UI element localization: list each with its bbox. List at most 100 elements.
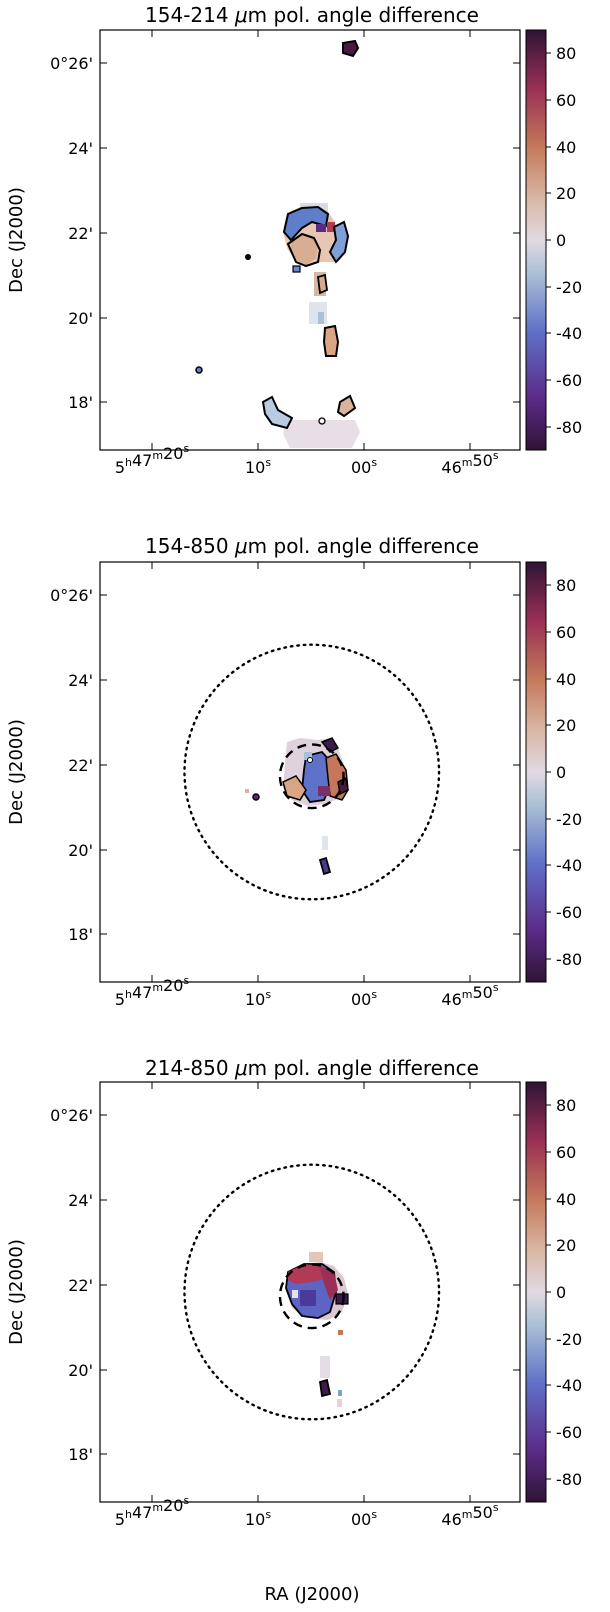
colorbar-tick-label: 80: [556, 44, 576, 63]
map-pixel: [245, 789, 249, 793]
dashed-region-circle: [278, 1263, 345, 1330]
emission-patch: [317, 273, 328, 295]
emission-patch: [320, 1266, 338, 1300]
x-tick-label: 10s: [245, 1508, 271, 1529]
y-tick-label: 0°26': [50, 1106, 93, 1125]
colorbar-tick-label: -60: [556, 371, 582, 390]
colorbar-tick-label: 0: [556, 231, 566, 250]
map-pixel: [292, 265, 301, 273]
heatmap-area: [195, 39, 360, 448]
x-tick-label: 00s: [351, 1508, 377, 1529]
axes-frame: [99, 1081, 521, 1503]
colorbar-tick-label: 40: [556, 670, 576, 689]
y-tick-labels: 0°26' 24' 22' 20' 18': [50, 54, 93, 412]
emission-patch: [322, 324, 340, 357]
axes-frame: [99, 29, 521, 451]
map-pixel: [309, 1252, 323, 1262]
map-pixel: [300, 1290, 316, 1306]
colorbar-tick-label: -40: [556, 1376, 582, 1395]
heatmap-area: [245, 737, 349, 876]
colorbar-tick-label: -20: [556, 278, 582, 297]
y-tick-label: 24': [68, 139, 93, 158]
colorbar-tick-label: -80: [556, 950, 582, 969]
colorbar-tick-label: -20: [556, 1330, 582, 1349]
map-pixel: [292, 1290, 298, 1298]
x-tick-label: 00s: [351, 456, 377, 477]
emission-patch: [283, 420, 360, 448]
y-tick-labels: 0°26' 24' 22' 20' 18': [50, 586, 93, 944]
colorbar-tick-label: -40: [556, 324, 582, 343]
axis-ticks: [100, 30, 520, 450]
x-tick-labels: 5h47m20s 10s 00s 46m50s: [115, 1494, 499, 1529]
region-circles: [183, 1163, 441, 1421]
emission-patch: [288, 1264, 328, 1284]
emission-patch: [320, 1356, 330, 1378]
colorbar-tick-label: -40: [556, 856, 582, 875]
emission-patch: [290, 233, 318, 265]
emission-patch: [336, 394, 357, 418]
dashed-region-circle: [278, 743, 345, 810]
y-tick-label: 18': [68, 1445, 93, 1464]
map-pixel: [327, 222, 335, 232]
y-tick-labels: 0°26' 24' 22' 20' 18': [50, 1106, 93, 1464]
panel-title: 154-850 μm pol. angle difference: [145, 534, 479, 558]
map-pixel: [318, 312, 324, 324]
y-axis-label: Dec (J2000): [6, 719, 27, 825]
colorbar-tick-label: 20: [556, 1236, 576, 1255]
x-tick-labels: 5h47m20s 10s 00s 46m50s: [115, 442, 499, 477]
colorbar-tick-label: -20: [556, 810, 582, 829]
y-tick-label: 24': [68, 671, 93, 690]
y-tick-label: 20': [68, 841, 93, 860]
map-pixel: [245, 254, 251, 260]
panel-title: 154-214 μm pol. angle difference: [145, 3, 479, 27]
dotted-region-circle: [183, 1163, 441, 1421]
x-tick-label: 46m50s: [441, 449, 498, 477]
y-tick-label: 24': [68, 1191, 93, 1210]
colorbar-tick-label: 0: [556, 1283, 566, 1302]
y-tick-label: 22': [68, 224, 93, 243]
x-tick-label: 46m50s: [441, 981, 498, 1009]
x-tick-label: 5h47m20s: [115, 442, 190, 477]
panel-title: 214-850 μm pol. angle difference: [145, 1056, 479, 1080]
colorbar-tick-label: -60: [556, 1423, 582, 1442]
emission-patch: [318, 856, 332, 876]
colorbar-tick-label: 60: [556, 1143, 576, 1162]
panel-3: 214-850 μm pol. angle difference Dec (J2…: [6, 1056, 582, 1605]
colorbar-tick-label: 80: [556, 576, 576, 595]
colorbar-tick-label: -80: [556, 1470, 582, 1489]
colorbar-tick-label: 20: [556, 716, 576, 735]
y-axis-label: Dec (J2000): [6, 1239, 27, 1345]
map-pixel: [318, 786, 330, 796]
colorbar-tick-label: 60: [556, 91, 576, 110]
map-pixel: [338, 1330, 343, 1335]
colorbar: 80 60 40 20 0 -20 -40 -60 -80: [525, 561, 582, 983]
contour-line: [286, 232, 322, 268]
colorbar-tick-label: -60: [556, 903, 582, 922]
axes-frame: [99, 561, 521, 983]
colorbar-tick-label: 60: [556, 623, 576, 642]
colorbar-tick-label: 40: [556, 1190, 576, 1209]
colorbar-tick-label: 0: [556, 763, 566, 782]
x-tick-label: 10s: [245, 456, 271, 477]
y-tick-label: 0°26': [50, 586, 93, 605]
y-tick-label: 18': [68, 393, 93, 412]
colorbar-tick-label: -80: [556, 418, 582, 437]
x-tick-label: 10s: [245, 988, 271, 1009]
map-pixel: [318, 417, 326, 425]
emission-patch: [328, 220, 350, 264]
colorbar-tick-label: 80: [556, 1096, 576, 1115]
map-pixel: [337, 1399, 342, 1407]
heatmap-area: [285, 1252, 349, 1407]
emission-patch: [318, 1378, 332, 1398]
y-tick-label: 20': [68, 1361, 93, 1380]
x-tick-labels: 5h47m20s 10s 00s 46m50s: [115, 974, 499, 1009]
x-axis-label: RA (J2000): [265, 1584, 360, 1605]
x-tick-label: 46m50s: [441, 1501, 498, 1529]
y-axis-label: Dec (J2000): [6, 187, 27, 293]
colorbar-tick-label: 20: [556, 184, 576, 203]
emission-patch: [342, 39, 360, 58]
colorbar-gradient: [525, 29, 547, 451]
dotted-region-circle: [183, 643, 441, 901]
colorbar: 80 60 40 20 0 -20 -40 -60 -80: [525, 1081, 582, 1503]
